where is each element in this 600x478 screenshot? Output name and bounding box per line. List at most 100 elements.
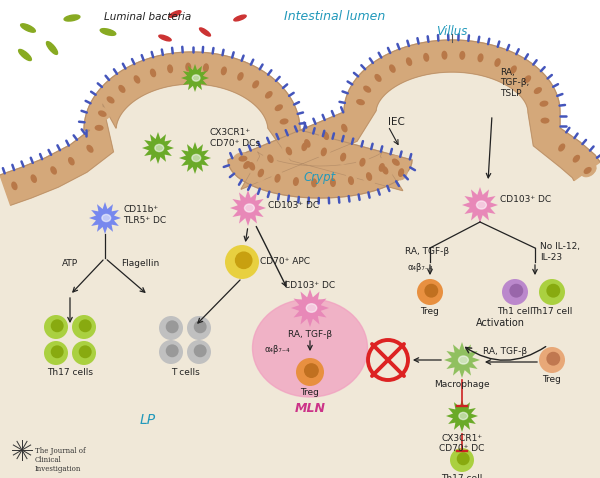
Ellipse shape	[319, 127, 332, 143]
Ellipse shape	[64, 15, 80, 21]
Text: LP: LP	[140, 413, 156, 427]
Text: Villus: Villus	[436, 25, 467, 38]
Ellipse shape	[452, 351, 472, 369]
Ellipse shape	[337, 148, 350, 164]
Text: RA,
TGF-β,
TSLP: RA, TGF-β, TSLP	[500, 68, 529, 98]
Ellipse shape	[164, 59, 176, 76]
Ellipse shape	[250, 76, 263, 91]
Circle shape	[79, 346, 91, 358]
Polygon shape	[142, 132, 174, 164]
Ellipse shape	[149, 140, 167, 156]
Ellipse shape	[253, 299, 367, 397]
Ellipse shape	[356, 99, 365, 105]
Ellipse shape	[363, 169, 376, 186]
Ellipse shape	[252, 80, 259, 88]
Ellipse shape	[272, 100, 287, 114]
Text: α₄β₇₋₄: α₄β₇₋₄	[407, 263, 433, 272]
Circle shape	[236, 252, 252, 269]
Ellipse shape	[282, 142, 295, 158]
Ellipse shape	[340, 152, 346, 162]
Polygon shape	[462, 187, 498, 223]
Ellipse shape	[478, 54, 484, 62]
Ellipse shape	[182, 57, 194, 75]
Ellipse shape	[534, 87, 542, 94]
Ellipse shape	[370, 69, 385, 85]
Ellipse shape	[584, 167, 592, 174]
Ellipse shape	[130, 71, 143, 87]
Ellipse shape	[274, 174, 281, 183]
Ellipse shape	[359, 82, 374, 96]
Ellipse shape	[277, 115, 293, 128]
Ellipse shape	[20, 24, 35, 32]
Polygon shape	[181, 64, 209, 92]
Ellipse shape	[192, 154, 200, 162]
Polygon shape	[444, 342, 480, 378]
Ellipse shape	[200, 58, 212, 75]
Circle shape	[52, 320, 63, 332]
Ellipse shape	[406, 57, 412, 66]
Ellipse shape	[524, 75, 531, 83]
Text: CD11b⁺
TLR5⁺ DC: CD11b⁺ TLR5⁺ DC	[123, 205, 166, 225]
Ellipse shape	[299, 137, 311, 154]
Ellipse shape	[539, 100, 548, 107]
Ellipse shape	[536, 98, 553, 109]
Circle shape	[166, 321, 178, 333]
Ellipse shape	[93, 107, 110, 120]
Text: Treg: Treg	[421, 307, 439, 316]
Ellipse shape	[159, 35, 171, 41]
Ellipse shape	[308, 175, 320, 192]
Text: CX3CR1⁺
CD70⁺ DC: CX3CR1⁺ CD70⁺ DC	[439, 434, 485, 454]
Ellipse shape	[47, 162, 60, 178]
Text: Macrophage: Macrophage	[434, 380, 490, 389]
Ellipse shape	[476, 201, 487, 209]
Ellipse shape	[356, 153, 369, 170]
Ellipse shape	[558, 143, 565, 152]
Ellipse shape	[233, 152, 250, 165]
Text: RA, TGF-β: RA, TGF-β	[405, 248, 449, 257]
Text: Th17 cell: Th17 cell	[442, 474, 482, 478]
Ellipse shape	[238, 156, 247, 162]
Ellipse shape	[280, 119, 289, 125]
Ellipse shape	[442, 51, 448, 60]
Text: Flagellin: Flagellin	[121, 259, 159, 268]
Ellipse shape	[192, 75, 200, 81]
Circle shape	[159, 340, 183, 364]
Ellipse shape	[379, 163, 392, 179]
Ellipse shape	[538, 115, 554, 127]
Text: IEC: IEC	[388, 117, 405, 127]
Ellipse shape	[510, 65, 517, 74]
Ellipse shape	[323, 131, 329, 140]
Text: RA, TGF-β: RA, TGF-β	[288, 330, 332, 339]
Polygon shape	[0, 0, 600, 198]
Circle shape	[539, 279, 565, 305]
Ellipse shape	[541, 118, 550, 124]
Ellipse shape	[491, 54, 504, 70]
Ellipse shape	[239, 158, 253, 174]
Text: RA, TGF-β: RA, TGF-β	[483, 347, 527, 356]
Text: Luminal bacteria: Luminal bacteria	[104, 12, 191, 22]
Ellipse shape	[374, 74, 382, 82]
Ellipse shape	[290, 174, 302, 191]
Ellipse shape	[27, 170, 40, 186]
Polygon shape	[230, 190, 266, 226]
Ellipse shape	[345, 173, 357, 190]
Ellipse shape	[107, 96, 115, 104]
Ellipse shape	[453, 408, 471, 424]
Ellipse shape	[403, 53, 415, 69]
Polygon shape	[0, 72, 600, 478]
Ellipse shape	[301, 134, 313, 151]
Circle shape	[305, 364, 318, 377]
Ellipse shape	[8, 177, 20, 193]
Ellipse shape	[86, 145, 94, 153]
Ellipse shape	[318, 142, 330, 159]
Circle shape	[547, 352, 560, 365]
Ellipse shape	[423, 53, 429, 62]
Text: α₄β₇₋₄: α₄β₇₋₄	[265, 346, 290, 355]
Ellipse shape	[351, 96, 368, 108]
Ellipse shape	[389, 65, 396, 73]
Ellipse shape	[95, 125, 104, 131]
Ellipse shape	[475, 48, 487, 65]
Ellipse shape	[203, 63, 209, 72]
Ellipse shape	[382, 166, 388, 174]
Ellipse shape	[245, 157, 258, 174]
